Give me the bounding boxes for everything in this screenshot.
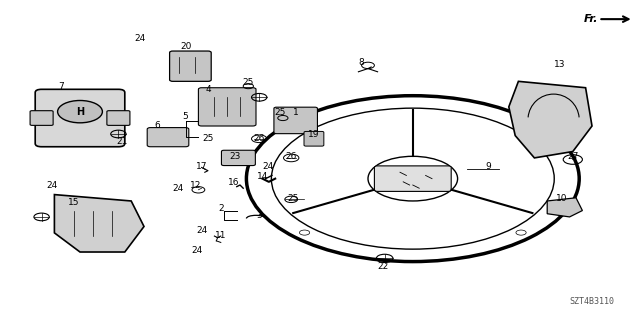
Text: 16: 16 [228, 178, 239, 187]
Circle shape [58, 100, 102, 123]
Text: 24: 24 [134, 34, 145, 43]
Text: 15: 15 [68, 198, 79, 207]
FancyBboxPatch shape [304, 131, 324, 146]
Text: 5: 5 [183, 112, 188, 121]
Text: 6: 6 [154, 121, 159, 130]
Text: 1: 1 [294, 108, 299, 117]
Text: 25: 25 [202, 134, 214, 143]
Text: 9: 9 [486, 162, 491, 171]
Text: 25: 25 [242, 78, 253, 87]
Text: 13: 13 [554, 60, 566, 69]
Polygon shape [509, 81, 592, 158]
Text: H: H [76, 107, 84, 117]
Text: 10: 10 [556, 194, 568, 203]
Text: 7: 7 [58, 82, 63, 91]
Text: 24: 24 [262, 162, 273, 171]
FancyBboxPatch shape [30, 111, 53, 125]
Text: 24: 24 [196, 226, 207, 235]
Text: 3: 3 [257, 211, 262, 220]
Text: 12: 12 [189, 181, 201, 190]
Text: 22: 22 [377, 262, 388, 271]
Text: 26: 26 [285, 152, 297, 161]
Text: 2: 2 [218, 204, 223, 213]
FancyBboxPatch shape [107, 111, 130, 125]
Text: 17: 17 [196, 162, 207, 171]
FancyBboxPatch shape [374, 166, 451, 191]
Text: 14: 14 [257, 172, 268, 181]
FancyBboxPatch shape [35, 89, 125, 147]
Text: 19: 19 [308, 130, 319, 139]
FancyBboxPatch shape [147, 128, 189, 147]
Polygon shape [547, 198, 582, 217]
Text: 25: 25 [275, 108, 286, 117]
Text: 27: 27 [567, 152, 579, 161]
Text: 23: 23 [229, 152, 241, 161]
Text: 24: 24 [191, 246, 203, 255]
FancyBboxPatch shape [198, 88, 256, 126]
Text: 26: 26 [253, 134, 265, 143]
Text: 20: 20 [180, 42, 191, 51]
Text: SZT4B3110: SZT4B3110 [570, 297, 614, 306]
Text: 24: 24 [172, 184, 184, 193]
FancyBboxPatch shape [274, 107, 317, 134]
Text: 4: 4 [205, 85, 211, 94]
Text: 25: 25 [287, 194, 299, 203]
FancyBboxPatch shape [170, 51, 211, 81]
FancyBboxPatch shape [221, 150, 255, 166]
Text: 21: 21 [116, 137, 127, 146]
Polygon shape [54, 195, 144, 252]
Text: 8: 8 [359, 58, 364, 67]
Text: 24: 24 [47, 181, 58, 190]
Text: Fr.: Fr. [584, 14, 598, 24]
Text: 11: 11 [215, 231, 227, 240]
